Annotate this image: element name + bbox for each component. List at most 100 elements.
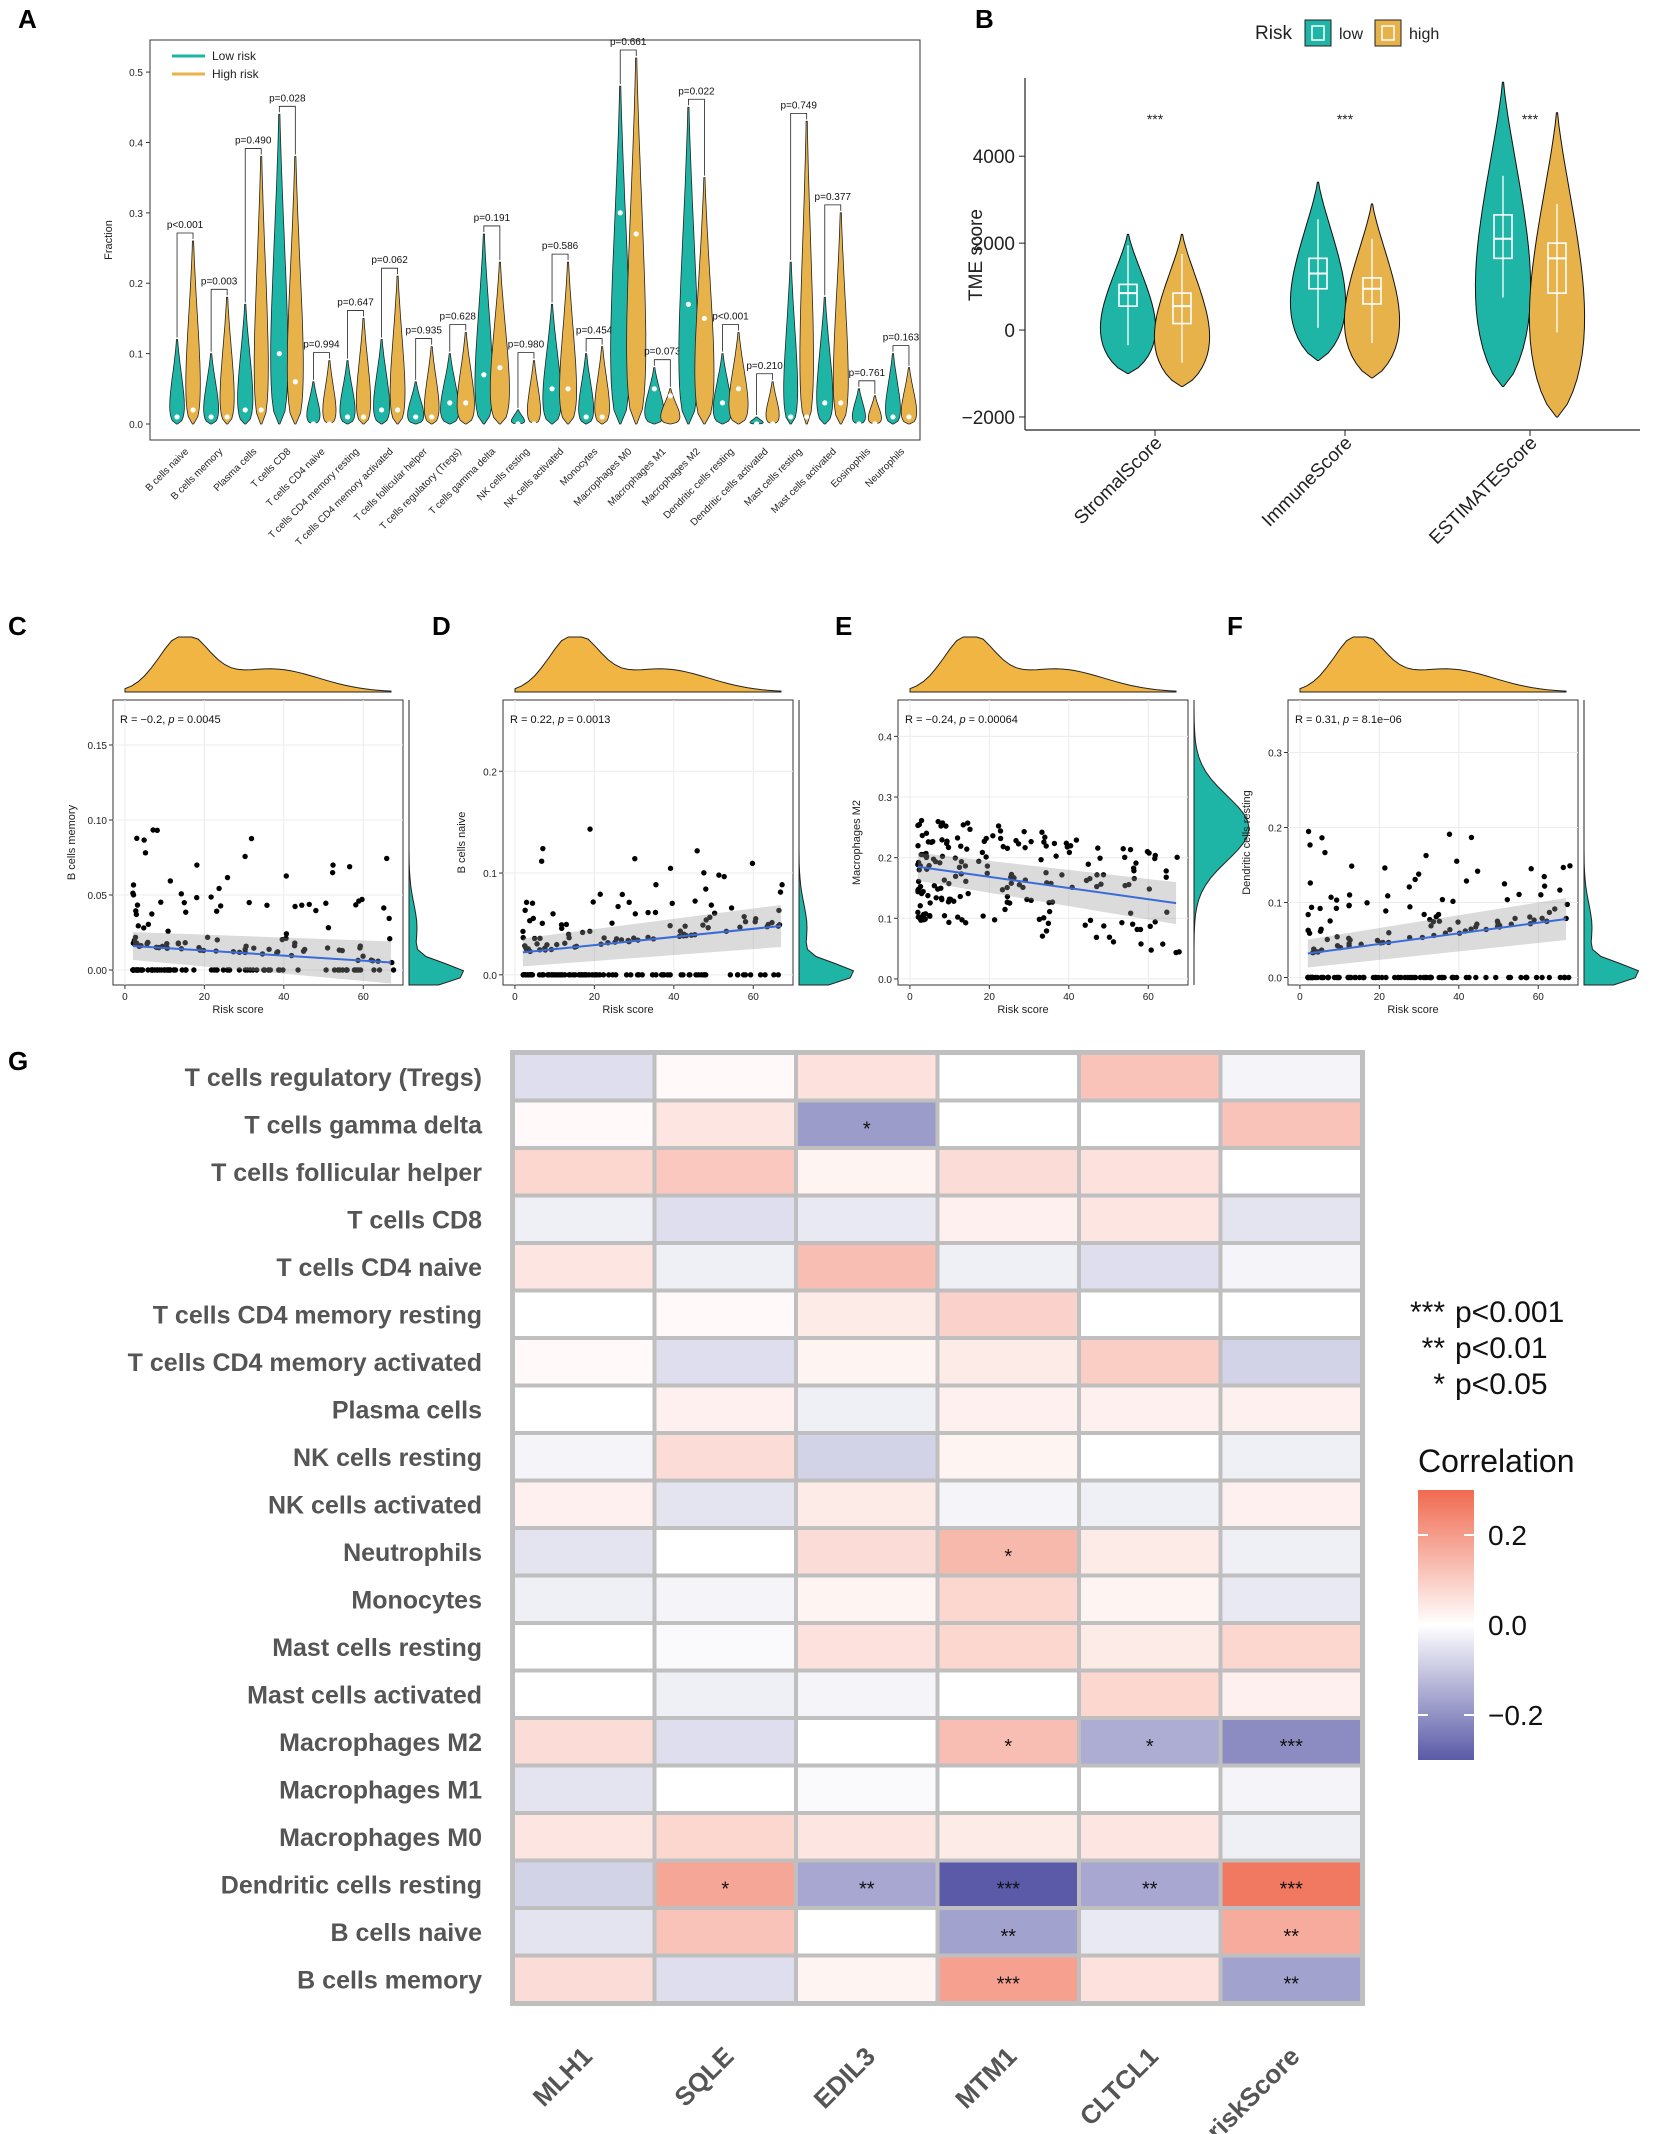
- data-point: [1364, 900, 1370, 906]
- data-point: [531, 935, 538, 942]
- data-point: [705, 924, 711, 931]
- heatmap-cell: [1222, 1720, 1360, 1764]
- data-point: [667, 922, 673, 929]
- heatmap-cell: [939, 1150, 1077, 1194]
- row-label: Plasma cells: [332, 1396, 482, 1424]
- heatmap-cell: [1222, 1435, 1360, 1479]
- violin-low-11: [542, 303, 562, 425]
- panel-a-frame: [149, 39, 921, 441]
- data-point: [1557, 887, 1563, 893]
- heatmap-cell: [1222, 1055, 1360, 1099]
- data-point: [1119, 919, 1125, 926]
- significance-mark: ***: [997, 1973, 1021, 1995]
- row-label: Mast cells resting: [272, 1634, 482, 1662]
- data-point: [999, 887, 1006, 893]
- heatmap-cell: [939, 1720, 1077, 1764]
- data-point: [158, 899, 164, 905]
- median-dot-high-4: [326, 421, 333, 427]
- annotation-p-value: = 0.0013: [564, 714, 610, 726]
- p-value-label: p=0.073: [644, 347, 681, 358]
- data-point: [915, 887, 921, 893]
- median-dot-high-5: [360, 414, 367, 420]
- data-point: [1073, 837, 1080, 843]
- data-point: [1082, 922, 1088, 928]
- data-point: [283, 931, 290, 937]
- heatmap-cell: [515, 1625, 653, 1669]
- data-point: [165, 967, 171, 973]
- regression-line: [917, 865, 1177, 905]
- heatmap-cell: [1081, 1197, 1219, 1241]
- p-bracket-7: [415, 338, 433, 380]
- median-dot-low-21: [890, 414, 896, 420]
- data-point: [728, 905, 735, 911]
- heatmap-cell: [656, 1150, 794, 1194]
- data-point: [923, 854, 930, 861]
- data-point: [335, 967, 341, 973]
- heatmap-cell: [939, 1055, 1077, 1099]
- y-tick-label: −2000: [962, 408, 1015, 429]
- plot-frame: [112, 699, 404, 986]
- data-point: [915, 861, 921, 868]
- data-point: [292, 903, 298, 910]
- data-point: [1334, 934, 1340, 940]
- data-point: [389, 959, 395, 966]
- data-point: [283, 935, 289, 942]
- data-point: [741, 913, 747, 920]
- data-point: [145, 921, 152, 928]
- median-dot-high-15: [701, 315, 708, 322]
- data-point: [1038, 856, 1044, 863]
- p-bracket-5: [347, 310, 364, 359]
- median-dot-high-7: [429, 414, 435, 420]
- p-bracket-13: [619, 49, 637, 85]
- data-point: [946, 919, 952, 926]
- data-point: [520, 934, 526, 941]
- data-point: [915, 843, 921, 849]
- data-point: [667, 865, 674, 872]
- heatmap-cell: [1222, 1292, 1360, 1336]
- heatmap-cell: [798, 1530, 936, 1574]
- legend-label-1: high: [1409, 26, 1439, 43]
- data-point: [144, 939, 151, 946]
- p-bracket-18: [790, 112, 808, 261]
- significance-stars: ***: [1522, 111, 1539, 127]
- correlation-annotation: R = −0.24, p = 0.00064: [905, 714, 1018, 726]
- data-point: [528, 972, 535, 978]
- x-tick-label: 0: [122, 992, 128, 1003]
- data-point: [1100, 872, 1107, 878]
- correlation-annotation: R = 0.22, p = 0.0013: [510, 714, 610, 726]
- data-point: [1042, 834, 1048, 840]
- median-dot-high-6: [394, 407, 401, 413]
- significance-mark: **: [1283, 1926, 1299, 1948]
- heatmap-cell: [515, 1435, 653, 1479]
- data-point: [1557, 974, 1563, 981]
- heatmap-cell: [1081, 1530, 1219, 1574]
- legend-title: Risk: [1255, 23, 1292, 44]
- data-point: [1322, 849, 1328, 856]
- p-bracket-10: [517, 352, 535, 408]
- data-point: [1333, 905, 1340, 911]
- data-point: [962, 920, 969, 926]
- data-point: [967, 826, 973, 833]
- box-low-2: [1493, 214, 1513, 260]
- data-point: [387, 936, 393, 942]
- heatmap-cell: [798, 1102, 936, 1146]
- data-point: [1539, 974, 1545, 981]
- heatmap-cell: [798, 1957, 936, 2001]
- data-point: [1428, 923, 1434, 929]
- data-point: [777, 889, 784, 895]
- sig-legend-stars: ***: [1410, 1296, 1445, 1329]
- y-axis-title: B cells memory: [66, 804, 78, 880]
- data-point: [939, 837, 945, 843]
- heatmap-cell: [798, 1150, 936, 1194]
- data-point: [1095, 845, 1101, 851]
- data-point: [390, 967, 397, 973]
- data-point: [1417, 974, 1424, 981]
- data-point: [669, 900, 675, 906]
- data-point: [1152, 855, 1158, 862]
- p-value-label: p=0.490: [235, 136, 272, 147]
- data-point: [941, 913, 948, 919]
- significance-mark: ***: [1280, 1878, 1304, 1900]
- x-axis-title: Risk score: [1387, 1004, 1438, 1016]
- data-point: [1317, 928, 1324, 934]
- y-tick-label: 0.10: [88, 816, 108, 827]
